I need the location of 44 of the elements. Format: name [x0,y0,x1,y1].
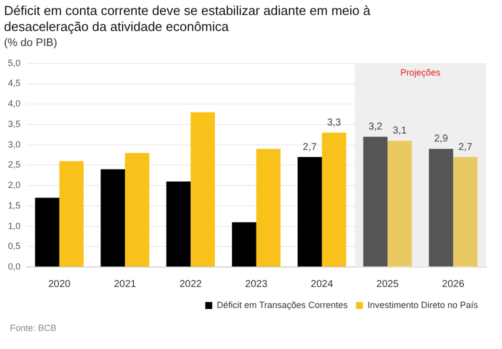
x-tick-label: 2026 [442,278,465,290]
data-label: 3,3 [327,117,342,128]
data-label: 2,7 [458,142,473,153]
y-tick-label: 4,0 [8,98,21,109]
y-tick-label: 0,5 [8,241,21,252]
data-label: 2,9 [434,134,448,145]
data-label: 2,7 [302,142,318,153]
data-label: 3,1 [392,126,408,137]
bar [256,148,281,266]
bar [363,136,388,266]
bar [124,152,150,266]
bar [100,169,125,266]
y-tick-label: 4,5 [8,78,21,88]
x-tick-label: 2022 [179,278,202,290]
y-tick-label: 5,0 [8,58,21,68]
chart-subtitle: (% do PIB) [4,37,58,49]
bar [428,148,454,266]
x-tick-label: 2021 [114,278,137,290]
x-tick-label: 2020 [48,278,71,290]
y-tick-label: 1,5 [8,200,21,210]
bar [166,181,191,266]
bar [232,222,256,266]
band-label: Projeções [400,67,441,78]
y-tick-label: 1,0 [8,220,21,231]
legend-label: Déficit em Transações Correntes [216,300,348,310]
bar [322,132,346,266]
x-tick-label: 2024 [310,278,334,290]
data-label: 3,2 [368,121,383,132]
source-note: Fonte: BCB [10,323,57,333]
chart-title: Déficit em conta corrente deve se estabilizar adiante em meio à desaceleração da atividade econômica [4,3,372,35]
bar [453,157,478,266]
bar [388,140,412,266]
bar [59,161,84,266]
legend-label: Investimento Direto no País [367,300,478,310]
x-tick-label: 2023 [245,278,268,290]
y-tick-label: 2,5 [8,160,21,170]
x-tick-label: 2025 [376,278,400,290]
bar [298,157,322,266]
bar [190,112,215,266]
y-tick-label: 2,0 [8,180,21,190]
bar [35,198,60,266]
y-tick-label: 3,5 [8,118,21,129]
y-tick-label: 3,0 [8,139,21,150]
y-tick-label: 0,0 [8,261,21,272]
